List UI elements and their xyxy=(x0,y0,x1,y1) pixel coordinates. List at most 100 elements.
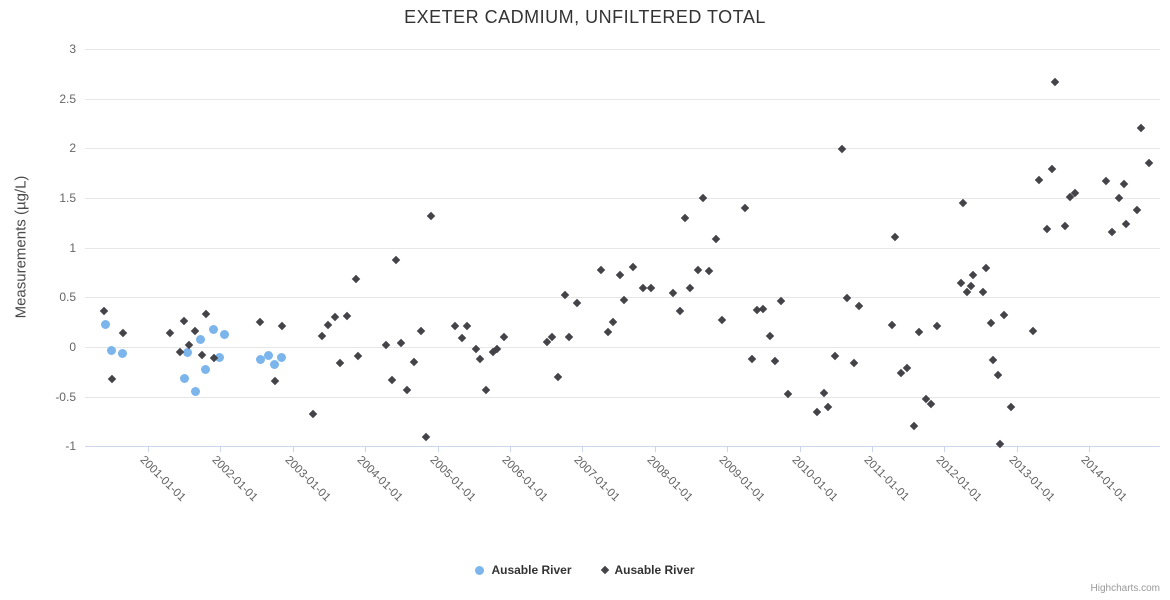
data-point-circle[interactable] xyxy=(277,353,287,363)
data-point-diamond[interactable] xyxy=(1050,77,1060,86)
data-point-diamond[interactable] xyxy=(819,388,828,397)
data-point-diamond[interactable] xyxy=(179,316,189,326)
data-point-diamond[interactable] xyxy=(1137,124,1146,133)
data-point-diamond[interactable] xyxy=(324,320,333,330)
data-point-diamond[interactable] xyxy=(758,304,767,314)
data-point-diamond[interactable] xyxy=(387,375,397,385)
data-point-diamond[interactable] xyxy=(165,328,174,338)
data-point-circle[interactable] xyxy=(220,329,230,339)
data-point-circle[interactable] xyxy=(270,360,280,370)
data-point-diamond[interactable] xyxy=(1034,175,1044,185)
data-point-circle[interactable] xyxy=(100,319,110,329)
data-point-diamond[interactable] xyxy=(99,306,109,316)
data-point-circle[interactable] xyxy=(118,348,128,358)
data-point-diamond[interactable] xyxy=(450,321,460,331)
data-point-diamond[interactable] xyxy=(747,354,757,364)
data-point-diamond[interactable] xyxy=(608,317,618,327)
data-point-diamond[interactable] xyxy=(999,310,1009,320)
data-point-diamond[interactable] xyxy=(680,213,690,223)
data-point-diamond[interactable] xyxy=(1145,158,1154,168)
data-point-diamond[interactable] xyxy=(190,326,200,336)
data-point-circle[interactable] xyxy=(179,374,189,384)
highcharts-credits-link[interactable]: Highcharts.com xyxy=(1090,583,1160,594)
data-point-circle[interactable] xyxy=(191,387,201,397)
data-point-circle[interactable] xyxy=(256,355,266,365)
data-point-circle[interactable] xyxy=(196,334,206,344)
data-point-diamond[interactable] xyxy=(564,332,573,342)
data-point-diamond[interactable] xyxy=(765,331,775,341)
data-point-diamond[interactable] xyxy=(993,370,1003,380)
data-point-diamond[interactable] xyxy=(823,402,833,411)
data-point-diamond[interactable] xyxy=(426,211,436,221)
data-point-diamond[interactable] xyxy=(837,144,846,154)
data-point-diamond[interactable] xyxy=(854,301,864,311)
data-point-diamond[interactable] xyxy=(978,288,988,297)
data-point-diamond[interactable] xyxy=(553,372,563,382)
data-point-diamond[interactable] xyxy=(969,271,978,280)
data-point-diamond[interactable] xyxy=(1114,193,1124,203)
data-point-diamond[interactable] xyxy=(481,385,491,394)
data-point-diamond[interactable] xyxy=(476,354,485,364)
data-point-diamond[interactable] xyxy=(1048,164,1057,174)
data-point-diamond[interactable] xyxy=(198,350,207,360)
data-point-diamond[interactable] xyxy=(1028,326,1037,336)
data-point-diamond[interactable] xyxy=(118,328,127,338)
data-point-diamond[interactable] xyxy=(909,421,919,430)
data-point-diamond[interactable] xyxy=(463,321,472,331)
data-point-diamond[interactable] xyxy=(596,265,606,274)
data-point-diamond[interactable] xyxy=(560,291,570,300)
data-point-diamond[interactable] xyxy=(717,315,727,325)
data-point-circle[interactable] xyxy=(208,324,218,334)
data-point-diamond[interactable] xyxy=(981,263,990,272)
data-point-diamond[interactable] xyxy=(1060,221,1069,230)
data-point-circle[interactable] xyxy=(263,350,273,360)
data-point-diamond[interactable] xyxy=(308,409,318,418)
data-point-diamond[interactable] xyxy=(603,327,612,337)
data-point-diamond[interactable] xyxy=(1006,402,1016,411)
data-point-diamond[interactable] xyxy=(693,265,702,274)
data-point-diamond[interactable] xyxy=(573,299,582,308)
data-point-diamond[interactable] xyxy=(770,356,780,366)
data-point-diamond[interactable] xyxy=(988,355,998,365)
data-point-diamond[interactable] xyxy=(1121,219,1131,228)
data-point-diamond[interactable] xyxy=(277,321,287,331)
data-point-diamond[interactable] xyxy=(416,326,426,336)
data-point-diamond[interactable] xyxy=(628,262,638,271)
data-point-diamond[interactable] xyxy=(409,357,418,367)
data-point-diamond[interactable] xyxy=(686,284,695,293)
data-point-diamond[interactable] xyxy=(615,271,625,280)
data-point-diamond[interactable] xyxy=(741,203,750,213)
data-point-diamond[interactable] xyxy=(457,333,467,343)
data-point-diamond[interactable] xyxy=(849,358,859,368)
data-point-diamond[interactable] xyxy=(704,266,714,275)
data-point-diamond[interactable] xyxy=(342,311,352,321)
data-point-diamond[interactable] xyxy=(675,306,685,316)
data-point-circle[interactable] xyxy=(201,365,211,375)
data-point-diamond[interactable] xyxy=(351,275,361,284)
data-point-circle[interactable] xyxy=(106,345,116,355)
data-point-diamond[interactable] xyxy=(499,332,509,342)
data-point-diamond[interactable] xyxy=(1132,205,1142,215)
data-point-diamond[interactable] xyxy=(890,232,900,241)
data-point-diamond[interactable] xyxy=(711,234,720,243)
data-point-diamond[interactable] xyxy=(1107,227,1116,236)
data-point-diamond[interactable] xyxy=(986,318,995,328)
data-point-diamond[interactable] xyxy=(995,440,1005,449)
data-point-circle[interactable] xyxy=(182,347,192,357)
legend-item-ausable-river-diamonds[interactable]: Ausable River xyxy=(600,563,695,577)
data-point-diamond[interactable] xyxy=(402,385,412,394)
data-point-diamond[interactable] xyxy=(317,331,327,341)
legend-item-ausable-river-circles[interactable]: Ausable River xyxy=(475,563,572,577)
data-point-diamond[interactable] xyxy=(830,351,840,361)
data-point-diamond[interactable] xyxy=(421,432,431,441)
data-point-diamond[interactable] xyxy=(107,374,117,384)
data-point-diamond[interactable] xyxy=(776,297,786,306)
data-point-diamond[interactable] xyxy=(1101,176,1111,186)
data-point-diamond[interactable] xyxy=(1119,179,1129,189)
data-point-diamond[interactable] xyxy=(271,376,280,386)
data-point-diamond[interactable] xyxy=(888,320,897,330)
data-point-diamond[interactable] xyxy=(698,193,707,203)
data-point-diamond[interactable] xyxy=(255,317,264,327)
data-point-diamond[interactable] xyxy=(1042,224,1052,233)
data-point-diamond[interactable] xyxy=(353,351,363,361)
